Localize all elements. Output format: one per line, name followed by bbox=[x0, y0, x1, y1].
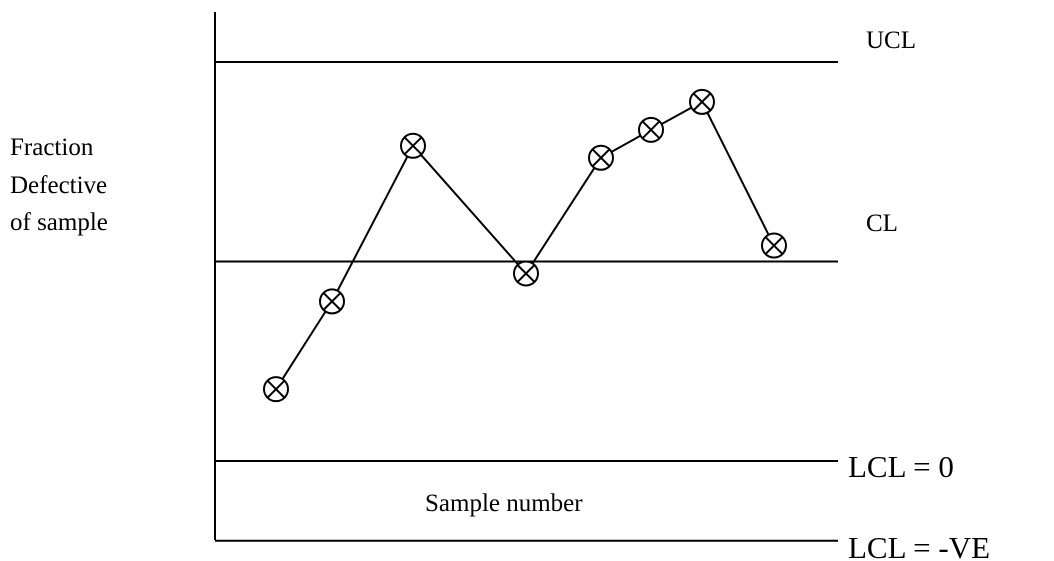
series-segment bbox=[706, 112, 770, 236]
y-axis-label-line: Fraction bbox=[10, 134, 94, 161]
data-point bbox=[513, 260, 539, 287]
x-axis-label: Sample number bbox=[425, 490, 583, 517]
reference-line-label: UCL bbox=[866, 27, 916, 54]
reference-line-label: LCL = 0 bbox=[848, 449, 954, 484]
data-point bbox=[761, 232, 787, 259]
y-axis-label-line: Defective bbox=[10, 172, 107, 199]
series-segment bbox=[661, 106, 692, 125]
data-point bbox=[263, 376, 289, 403]
series-segment bbox=[281, 310, 327, 380]
series-segment bbox=[336, 155, 409, 292]
data-point bbox=[588, 144, 614, 171]
data-point bbox=[319, 288, 345, 315]
reference-line-label: CL bbox=[866, 210, 898, 237]
y-axis-label: Fraction Defective of sample bbox=[10, 134, 108, 236]
series-segment bbox=[531, 167, 596, 264]
series-segment bbox=[420, 154, 519, 266]
data-point bbox=[689, 88, 715, 115]
series-segment bbox=[610, 134, 642, 153]
reference-line-label: LCL = -VE bbox=[848, 530, 990, 561]
data-series bbox=[263, 88, 787, 403]
data-point bbox=[400, 132, 426, 159]
data-point bbox=[638, 116, 664, 143]
y-axis-label-line: of sample bbox=[10, 209, 108, 236]
